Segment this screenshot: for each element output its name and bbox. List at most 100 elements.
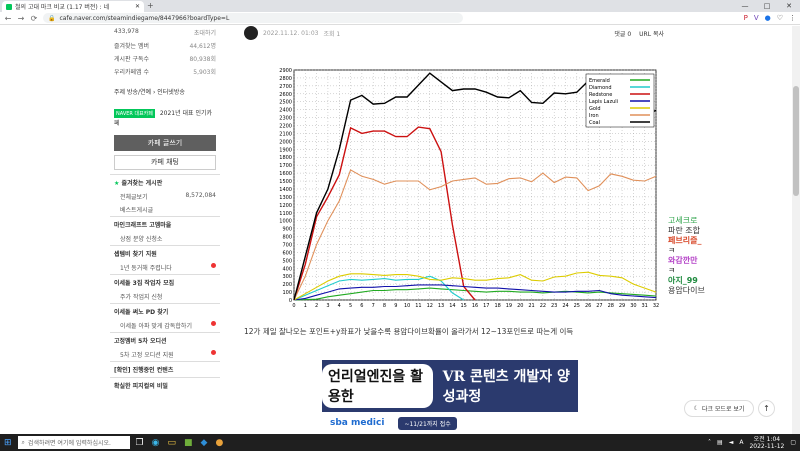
tray-up-icon[interactable]: ˄ (708, 439, 712, 446)
extension-p-icon[interactable]: P (743, 14, 748, 22)
vscode-icon[interactable]: ◆ (200, 437, 208, 448)
alarm-row: 우리카페앱 수 5,903회 (110, 65, 220, 78)
y-tick-label: 2400 (279, 108, 292, 114)
alarm-label: 우리카페앱 수 (114, 69, 150, 76)
menu-heading-2[interactable]: 이세돌 3집 작업자 모집 (110, 274, 220, 290)
menu-heading-0[interactable]: 마인크래프트 고멤마을 (110, 216, 220, 232)
dark-mode-button[interactable]: ☾ 다크 모드로 보기 (684, 400, 754, 417)
ad-top: 언리얼엔진을 활용한 VR 콘텐츠 개발자 양성과정 (322, 360, 578, 412)
comments-link[interactable]: 댓글 0 (614, 30, 632, 38)
moon-icon: ☾ (693, 405, 699, 412)
legend-label: Iron (589, 113, 599, 119)
menu-heading-4[interactable]: 고정멤버 5차 오디션 (110, 332, 220, 348)
y-tick-label: 700 (282, 242, 292, 248)
folder-icon[interactable]: ▭ (167, 437, 176, 448)
new-tab-button[interactable]: + (147, 1, 154, 10)
volume-icon[interactable]: ◄ (728, 439, 734, 446)
menu-item-0[interactable]: 상점 분양 신청소 (110, 232, 220, 245)
ad-date: ~11/21까지 접수 (398, 416, 457, 430)
dark-mode-label: 다크 모드로 보기 (701, 406, 745, 413)
all-posts-link[interactable]: 전체글보기 8,572,084 (110, 190, 220, 203)
close-window-button[interactable]: ✕ (786, 2, 792, 10)
search-icon: ⌕ (21, 438, 25, 446)
x-tick-label: 22 (540, 303, 546, 309)
y-tick-label: 2300 (279, 116, 292, 122)
chat-name-0: 고세크로 (668, 216, 698, 225)
y-tick-label: 2200 (279, 124, 292, 130)
extension-v-icon[interactable]: V (753, 14, 759, 22)
edge-icon[interactable]: ◉ (151, 437, 160, 448)
x-tick-label: 27 (596, 303, 602, 309)
windows-start-icon[interactable]: ⊞ (4, 437, 12, 448)
cafe-chat-button[interactable]: 카페 채팅 (114, 155, 216, 170)
ime-indicator[interactable]: A (739, 439, 744, 446)
menu-dots-icon[interactable]: ⋮ (789, 14, 796, 22)
maximize-button[interactable]: □ (763, 2, 771, 10)
x-tick-label: 2 (315, 303, 318, 309)
y-tick-label: 1900 (279, 147, 292, 153)
y-tick-label: 1700 (279, 163, 292, 169)
notification-icon[interactable]: ▢ (790, 439, 796, 446)
x-tick-label: 6 (360, 303, 363, 309)
favorites-value: 44,612명 (189, 43, 216, 50)
ad-banner[interactable]: 언리얼엔진을 활용한 VR 콘텐츠 개발자 양성과정 sba medici ~1… (322, 360, 578, 434)
members-count: 433,978 (114, 28, 139, 35)
x-tick-label: 18 (494, 303, 500, 309)
invite-link[interactable]: 초대하기 (193, 30, 216, 37)
y-tick-label: 2700 (279, 84, 292, 90)
minimize-button[interactable]: — (741, 2, 749, 10)
minecraft-icon[interactable]: ■ (184, 437, 193, 448)
x-tick-label: 12 (427, 303, 433, 309)
copy-url-button[interactable]: URL 복사 (639, 30, 664, 38)
taskbar-search[interactable]: ⌕ 검색하려면 여기에 입력하십시오. (17, 436, 130, 449)
extension-dot-icon[interactable]: ● (764, 14, 771, 22)
reload-button[interactable]: ⟳ (30, 13, 38, 23)
avatar[interactable] (244, 26, 258, 40)
scrollbar-thumb[interactable] (793, 86, 799, 196)
y-tick-label: 2600 (279, 92, 292, 98)
notice-heading[interactable]: [확인] 진행중인 컨텐츠 (110, 361, 220, 377)
menu-item-2[interactable]: 주가 작업지 신청 (110, 290, 220, 303)
ore-distribution-chart: 0 100 200 300 400 500 600 700 800 900 1000 1100 1200… (264, 64, 664, 324)
x-tick-label: 16 (472, 303, 478, 309)
x-tick-label: 21 (528, 303, 534, 309)
browser-tab[interactable]: 철의 고대 마크 비교 (1.17 버전) : 네 ✕ (2, 1, 144, 12)
menu-heading-3[interactable]: 이세돌 써노 PD 찾기 (110, 303, 220, 319)
menu-item-4[interactable]: 5차 고정 오디션 지원 (110, 348, 220, 361)
task-view-icon[interactable]: ❐ (135, 437, 144, 448)
post-views: 조회 1 (323, 30, 341, 38)
new-dot-icon (211, 263, 216, 268)
close-tab-icon[interactable]: ✕ (134, 3, 140, 10)
cafe-sidebar: 433,978 초대하기 즐겨찾는 멤버 44,612명 게시판 구독수 80,… (110, 26, 220, 393)
page-scrollbar[interactable] (792, 26, 800, 434)
members-row: 433,978 초대하기 (110, 26, 220, 39)
heart-icon[interactable]: ♡ (776, 14, 783, 22)
y-tick-label: 2800 (279, 76, 292, 82)
forward-button[interactable]: → (17, 13, 25, 23)
ad-vr-text: VR 콘텐츠 개발자 양성과정 (442, 369, 570, 405)
back-button[interactable]: ← (4, 13, 12, 23)
x-tick-label: 14 (449, 303, 455, 309)
chat-msg-0: 파란 조합 (668, 226, 700, 235)
cafe-topic[interactable]: 주제 방송/연예 › 인터넷방송 (114, 89, 185, 96)
x-tick-label: 11 (415, 303, 421, 309)
series-line-gold (293, 271, 657, 301)
menu-heading-1[interactable]: 셉템비 찾기 지원 (110, 245, 220, 261)
write-post-button[interactable]: 카페 글쓰기 (114, 135, 216, 151)
chrome-icon[interactable]: ● (215, 437, 224, 448)
naver-badge: NAVER 대표카페 (114, 109, 155, 118)
menu-item-3[interactable]: 이세돌 아파 맞게 감독합하기 (110, 319, 220, 332)
stream-chat: 고세크로 파란 조합 페브리즐_ ㅋ 와감깐만 ㅋ 아지_99 용암다이브 (668, 216, 800, 296)
x-tick-label: 28 (608, 303, 614, 309)
address-bar[interactable]: 🔒 cafe.naver.com/steamindiegame/8447966?… (43, 13, 463, 23)
taskbar-clock[interactable]: 오전 1:04 2022-11-12 (749, 436, 784, 450)
menu-item-1[interactable]: 1년 동거해 주렵니다 (110, 261, 220, 274)
last-menu-heading[interactable]: 확실한 피지컬의 비밀 (110, 377, 220, 393)
y-tick-label: 1600 (279, 171, 292, 177)
subscribers-row: 게시판 구독수 80,938회 (110, 52, 220, 65)
favorites-label: 즐겨찾는 멤버 (114, 43, 150, 50)
network-icon[interactable]: ▤ (717, 439, 723, 446)
best-posts-link[interactable]: 베스트게시글 (110, 203, 220, 216)
x-tick-label: 31 (642, 303, 648, 309)
scroll-top-button[interactable]: ↑ (758, 400, 775, 417)
